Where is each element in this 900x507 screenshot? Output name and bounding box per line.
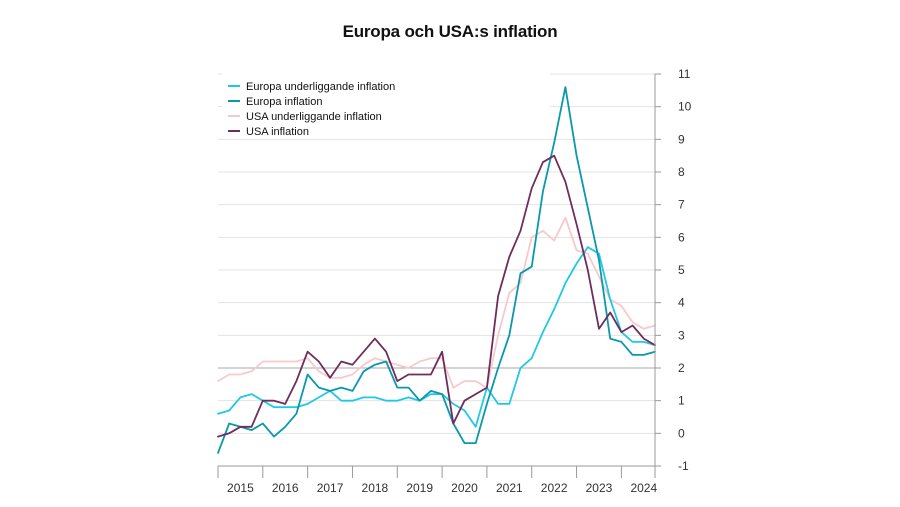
y-tick-label: 10 [678,100,692,114]
series-line-usa-inflation [217,154,656,438]
x-tick-label: 2019 [406,481,433,495]
y-tick-label: 1 [678,394,685,408]
y-tick-label: 9 [678,132,685,146]
y-tick-label: -1 [678,459,689,473]
chart-title: Europa och USA:s inflation [342,22,558,41]
series-line-europa-inflation [217,86,656,454]
y-tick-label: 3 [678,328,685,342]
legend-label-1: Europa inflation [246,96,322,108]
x-axis: 2015 2016 2017 2018 2019 2020 2021 2022 2023 2024 [217,465,657,495]
x-tick-label: 2024 [630,481,657,495]
x-tick-label: 2018 [362,481,389,495]
y-tick-label: 6 [678,230,685,244]
legend: Europa underliggande inflation Europa inf… [222,72,550,138]
y-axis: -1 0 1 2 3 4 5 6 7 8 9 10 11 [654,67,692,473]
x-tick-label: 2015 [227,481,254,495]
x-tick-label: 2020 [451,481,478,495]
legend-label-3: USA inflation [246,126,309,138]
y-tick-label: 5 [678,263,685,277]
x-tick-label: 2023 [586,481,613,495]
x-tick-label: 2021 [496,481,523,495]
x-tick-label: 2016 [272,481,299,495]
y-tick-label: 8 [678,165,685,179]
legend-background [222,72,550,138]
legend-label-0: Europa underliggande inflation [246,81,395,93]
x-tick-label: 2017 [317,481,344,495]
y-tick-label: 7 [678,198,685,212]
series-line-usa-underliggande-inflation [217,216,656,389]
y-tick-label: 0 [678,426,685,440]
y-tick-label: 2 [678,361,685,375]
series-line-europa-underliggande-inflation [217,246,656,428]
legend-label-2: USA underliggande inflation [246,111,382,123]
series-group [217,86,656,454]
x-tick-label: 2022 [541,481,568,495]
y-tick-label: 4 [678,296,685,310]
y-tick-label: 11 [678,67,691,81]
